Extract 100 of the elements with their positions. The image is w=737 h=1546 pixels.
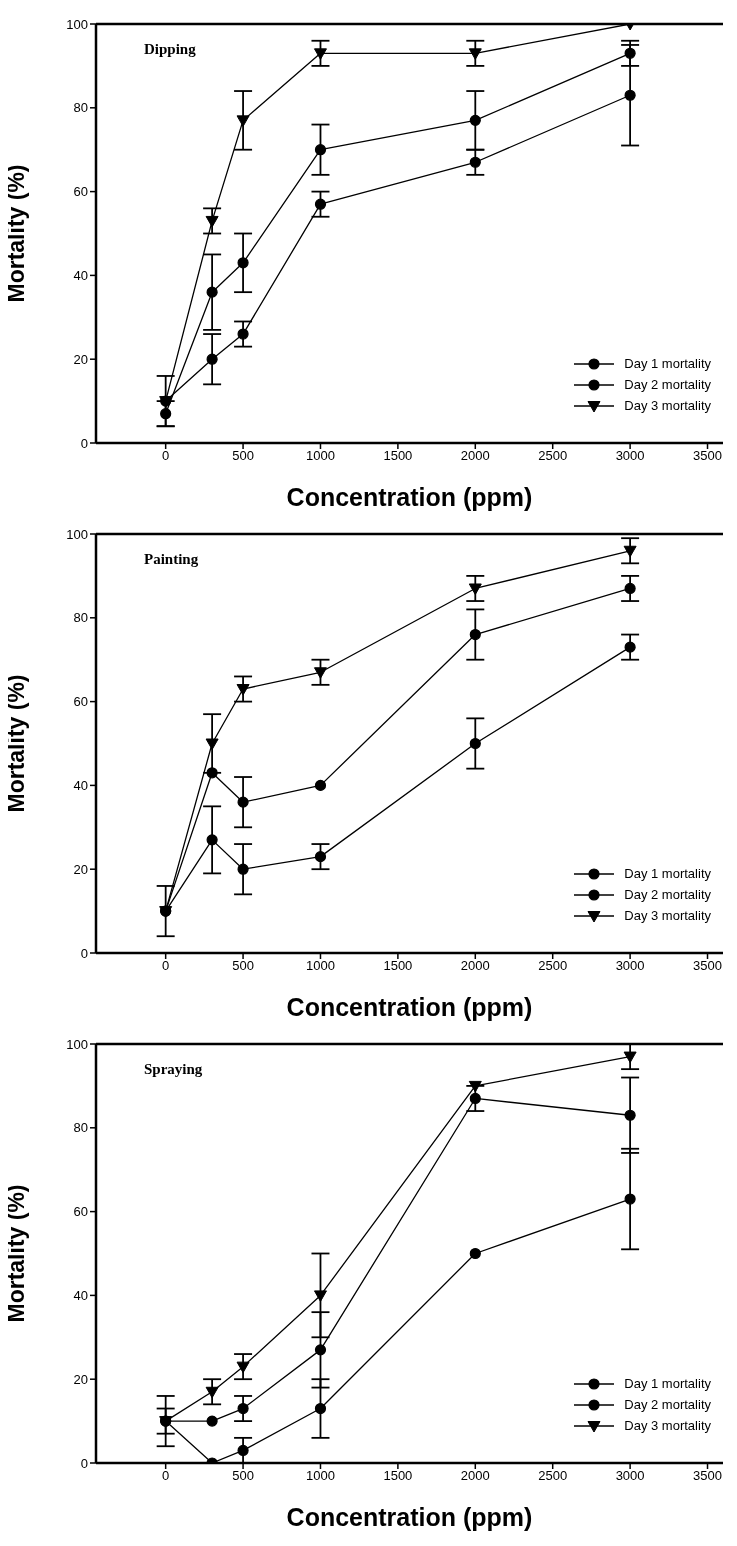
y-tick-label: 60	[73, 184, 88, 200]
text: Dipping	[144, 41, 196, 58]
x-axis-title: Concentration (ppm)	[286, 993, 533, 1021]
y-tick-label: 80	[73, 100, 88, 116]
point	[237, 257, 249, 269]
point	[624, 1193, 636, 1205]
point	[313, 667, 327, 679]
point	[205, 215, 219, 228]
point	[205, 738, 219, 750]
x-tick-label: 1500	[383, 448, 413, 464]
y-tick-label: 60	[73, 1204, 88, 1220]
point	[236, 115, 250, 127]
point	[237, 1402, 249, 1415]
x-tick-label: 1000	[306, 958, 335, 974]
point	[237, 328, 249, 340]
point	[314, 1402, 327, 1415]
text: Spraying	[144, 1061, 203, 1078]
point	[469, 628, 481, 641]
point	[206, 834, 218, 846]
point	[206, 353, 218, 365]
x-tick-label: 3000	[615, 1468, 645, 1484]
y-tick-label: 100	[66, 1036, 88, 1052]
point	[469, 156, 481, 168]
y-tick-label: 20	[73, 351, 88, 367]
point	[469, 1247, 481, 1260]
text: Painting	[144, 551, 199, 568]
y-tick-label: 40	[73, 268, 88, 284]
y-tick-label: 100	[66, 16, 88, 32]
x-axis-title: Concentration (ppm)	[286, 1503, 533, 1531]
x-tick-label: 500	[232, 448, 254, 464]
point	[160, 408, 172, 420]
point	[237, 1444, 249, 1457]
point	[206, 767, 218, 779]
point	[206, 1415, 218, 1427]
x-tick-label: 2500	[538, 1468, 568, 1484]
legend-label: Day 2 mortality	[624, 1397, 711, 1412]
legend-label: Day 3 mortality	[624, 398, 711, 413]
legend-label: Day 1 mortality	[624, 1376, 711, 1391]
y-axis-title: Mortality (%)	[3, 674, 30, 813]
y-tick-label: 80	[73, 1120, 88, 1136]
y-tick-label: 80	[73, 610, 88, 626]
x-axis-title: Concentration (ppm)	[286, 483, 533, 511]
point	[468, 48, 482, 60]
point	[469, 114, 481, 126]
y-tick-label: 100	[66, 526, 88, 542]
point	[469, 1092, 481, 1105]
x-tick-label: 1500	[383, 958, 413, 974]
x-tick-label: 0	[162, 958, 170, 974]
y-tick-label: 60	[73, 694, 88, 710]
x-tick-label: 0	[162, 448, 170, 464]
x-tick-label: 3500	[693, 448, 722, 464]
y-tick-label: 0	[80, 435, 88, 451]
y-axis-title: Mortality (%)	[3, 164, 30, 303]
x-tick-label: 500	[232, 1468, 254, 1484]
point	[236, 1361, 250, 1374]
point	[624, 1109, 636, 1121]
point	[314, 851, 327, 863]
y-tick-label: 20	[73, 861, 88, 877]
x-tick-label: 1000	[306, 1468, 335, 1484]
point	[237, 863, 249, 875]
point	[236, 684, 250, 696]
point	[205, 1386, 219, 1399]
x-tick-label: 3500	[693, 958, 722, 974]
x-tick-label: 1000	[306, 448, 335, 464]
legend-label: Day 2 mortality	[624, 377, 711, 392]
legend-label: Day 1 mortality	[624, 866, 711, 881]
x-tick-label: 2500	[538, 958, 568, 974]
point	[237, 796, 249, 808]
x-tick-label: 500	[232, 958, 254, 974]
legend-label: Day 3 mortality	[624, 908, 711, 923]
x-tick-label: 0	[162, 1468, 170, 1484]
point	[314, 779, 327, 791]
x-tick-label: 2000	[460, 1468, 490, 1484]
legend-label: Day 3 mortality	[624, 1418, 711, 1433]
x-tick-label: 3500	[693, 1468, 722, 1484]
point	[313, 1290, 327, 1302]
legend-label: Day 1 mortality	[624, 356, 711, 371]
point	[314, 144, 327, 156]
y-axis-title: Mortality (%)	[3, 1184, 30, 1323]
point	[623, 1051, 637, 1064]
x-tick-label: 3000	[615, 958, 645, 974]
x-tick-label: 3000	[615, 448, 645, 464]
x-tick-label: 2500	[538, 448, 568, 464]
point	[314, 1344, 327, 1356]
point	[469, 737, 481, 750]
y-tick-label: 40	[73, 778, 88, 794]
point	[624, 641, 636, 653]
legend-label: Day 2 mortality	[624, 887, 711, 902]
x-tick-label: 1500	[383, 1468, 413, 1484]
point	[623, 545, 637, 558]
point	[206, 286, 218, 298]
point	[468, 583, 482, 595]
point	[468, 1080, 482, 1093]
point	[624, 89, 636, 101]
y-tick-label: 0	[80, 945, 88, 961]
y-tick-label: 40	[73, 1288, 88, 1304]
point	[624, 47, 636, 59]
y-tick-label: 20	[73, 1371, 88, 1387]
point	[313, 48, 327, 60]
x-tick-label: 2000	[460, 448, 490, 464]
